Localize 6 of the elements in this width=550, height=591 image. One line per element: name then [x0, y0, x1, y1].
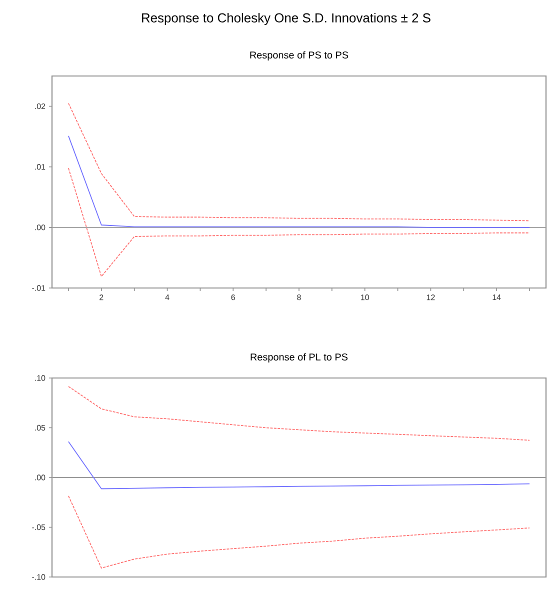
chart-title: Response to Cholesky One S.D. Innovations ± 2 S — [142, 12, 430, 26]
chart-subtitle: Response of PS to PS — [250, 51, 348, 60]
line-series — [68, 441, 530, 490]
chart-title: Response of PL to PS — [250, 353, 348, 362]
line-series — [68, 495, 530, 568]
line-series — [68, 168, 530, 277]
